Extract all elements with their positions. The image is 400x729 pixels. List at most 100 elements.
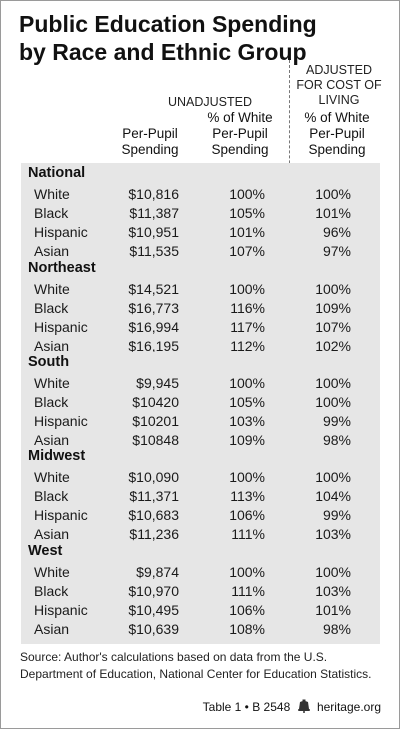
pct-white-adjusted-value: 98%	[322, 621, 351, 637]
table-row: Hispanic $10,951 101% 96%	[21, 223, 380, 242]
pct-white-adjusted-value: 100%	[315, 281, 351, 297]
pct-white-value: 100%	[229, 375, 265, 391]
pct-white-value: 100%	[229, 469, 265, 485]
unadjusted-header: UNADJUSTED	[167, 95, 253, 109]
group-label: White	[34, 564, 70, 580]
pct-white-header: % of White Per-Pupil Spending	[207, 110, 273, 157]
group-label: Asian	[34, 526, 70, 542]
pct-white-adjusted-value: 107%	[315, 319, 351, 335]
per-pupil-value: $10,639	[128, 621, 179, 637]
pct-white-adjusted-value: 103%	[315, 526, 351, 542]
pct-white-adjusted-value: 98%	[322, 432, 351, 448]
per-pupil-value: $10420	[132, 394, 179, 410]
pct-white-adjusted-value: 96%	[322, 224, 351, 240]
table-row: Asian $11,236 111% 103%	[21, 525, 380, 544]
table-row: Asian $16,195 112% 102%	[21, 337, 380, 356]
pct-white-adjusted-header: % of White Per-Pupil Spending	[304, 110, 370, 157]
table-row: White $10,816 100% 100%	[21, 185, 380, 204]
table-row: Hispanic $10,495 106% 101%	[21, 601, 380, 620]
table-row: White $9,874 100% 100%	[21, 563, 380, 582]
per-pupil-value: $16,773	[128, 300, 179, 316]
table-row: Asian $11,535 107% 97%	[21, 242, 380, 261]
pct-white-adjusted-value: 100%	[315, 394, 351, 410]
footer: Table 1 • B 2548 heritage.org	[20, 699, 381, 716]
per-pupil-header: Per-Pupil Spending	[121, 126, 179, 157]
pct-white-value: 100%	[229, 281, 265, 297]
section-national: National White $10,816 100% 100% Black $11,387…	[21, 163, 380, 266]
region-label: Midwest	[28, 448, 86, 464]
table-row: Hispanic $10201 103% 99%	[21, 412, 380, 431]
pct-white-adjusted-value: 104%	[315, 488, 351, 504]
pct-white-adjusted-value: 100%	[315, 469, 351, 485]
region-label: South	[28, 354, 70, 370]
group-label: White	[34, 375, 70, 391]
group-label: Black	[34, 205, 69, 221]
group-label: Black	[34, 583, 69, 599]
pct-white-adjusted-value: 109%	[315, 300, 351, 316]
table-row: Hispanic $16,994 117% 107%	[21, 318, 380, 337]
pct-white-adjusted-value: 97%	[322, 243, 351, 259]
table-row: White $14,521 100% 100%	[21, 280, 380, 299]
per-pupil-value: $10,090	[128, 469, 179, 485]
liberty-bell-icon	[297, 699, 311, 716]
pct-white-value: 100%	[229, 186, 265, 202]
pct-white-value: 108%	[229, 621, 265, 637]
pct-white-adjusted-value: 103%	[315, 583, 351, 599]
group-label: White	[34, 186, 70, 202]
per-pupil-value: $10,683	[128, 507, 179, 523]
table-title: Public Education Spending by Race and Et…	[19, 11, 317, 65]
per-pupil-value: $9,874	[136, 564, 179, 580]
per-pupil-value: $10,970	[128, 583, 179, 599]
table-row: Black $16,773 116% 109%	[21, 299, 380, 318]
pct-white-value: 113%	[230, 488, 265, 504]
pct-white-adjusted-value: 99%	[322, 507, 351, 523]
pct-white-value: 105%	[229, 394, 265, 410]
table-row: Asian $10848 109% 98%	[21, 431, 380, 450]
per-pupil-value: $9,945	[136, 375, 179, 391]
group-label: White	[34, 469, 70, 485]
site-link[interactable]: heritage.org	[316, 700, 381, 714]
pct-white-adjusted-value: 101%	[315, 205, 351, 221]
table-row: Black $10420 105% 100%	[21, 393, 380, 412]
group-label: Hispanic	[34, 413, 88, 429]
per-pupil-value: $16,994	[128, 319, 179, 335]
pct-white-value: 101%	[229, 224, 265, 240]
per-pupil-value: $10,495	[128, 602, 179, 618]
pct-white-value: 100%	[229, 564, 265, 580]
pct-white-value: 117%	[230, 319, 265, 335]
group-label: Black	[34, 488, 69, 504]
region-label: National	[28, 165, 86, 181]
pct-white-value: 105%	[229, 205, 265, 221]
group-label: Asian	[34, 621, 70, 637]
table-row: Black $11,371 113% 104%	[21, 487, 380, 506]
section-northeast: Northeast White $14,521 100% 100% Black $16,77…	[21, 258, 380, 361]
table-row: Black $10,970 111% 103%	[21, 582, 380, 601]
table-row: White $9,945 100% 100%	[21, 374, 380, 393]
region-label: Northeast	[28, 260, 96, 276]
section-midwest: Midwest White $10,090 100% 100% Black $11,371 1…	[21, 446, 380, 549]
table-row: Asian $10,639 108% 98%	[21, 620, 380, 639]
group-label: Asian	[34, 243, 70, 259]
table-reference: Table 1 • B 2548	[202, 700, 291, 714]
group-label: Hispanic	[34, 319, 88, 335]
section-west: West White $9,874 100% 100% Black $10,970 111% 1…	[21, 541, 380, 644]
table-row: White $10,090 100% 100%	[21, 468, 380, 487]
group-label: Hispanic	[34, 602, 88, 618]
table-row: Hispanic $10,683 106% 99%	[21, 506, 380, 525]
per-pupil-value: $16,195	[128, 338, 179, 354]
per-pupil-value: $11,236	[129, 526, 179, 542]
group-label: Black	[34, 394, 69, 410]
pct-white-value: 111%	[231, 526, 265, 542]
pct-white-adjusted-value: 102%	[315, 338, 351, 354]
per-pupil-value: $14,521	[128, 281, 179, 297]
per-pupil-value: $10201	[132, 413, 179, 429]
per-pupil-value: $10,951	[128, 224, 179, 240]
pct-white-value: 106%	[229, 507, 265, 523]
pct-white-value: 112%	[230, 338, 265, 354]
section-south: South White $9,945 100% 100% Black $10420 105% 1…	[21, 352, 380, 455]
pct-white-adjusted-value: 100%	[315, 564, 351, 580]
pct-white-adjusted-value: 100%	[315, 375, 351, 391]
per-pupil-value: $10,816	[128, 186, 179, 202]
group-label: White	[34, 281, 70, 297]
pct-white-value: 116%	[230, 300, 265, 316]
